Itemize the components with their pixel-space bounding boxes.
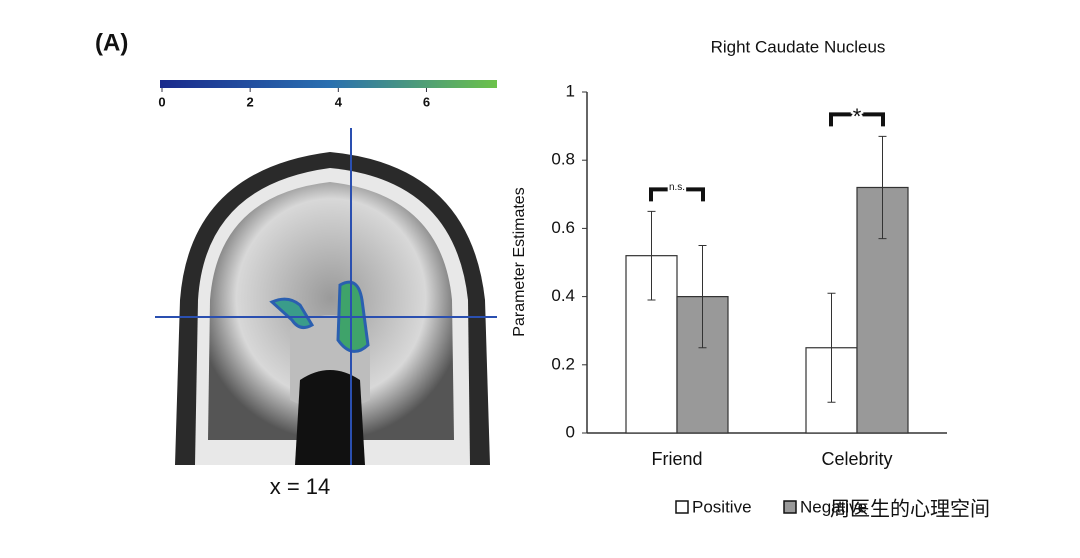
error-bar <box>878 135 887 240</box>
significance-bracket <box>829 112 885 127</box>
colorbar-tick-label: 4 <box>335 94 343 109</box>
y-axis-label: Parameter Estimates <box>511 187 528 336</box>
y-tick-label: 1 <box>566 81 575 100</box>
y-tick-label: 0.8 <box>551 150 575 169</box>
significance-label: n.s. <box>669 182 685 193</box>
significance-bracket <box>649 187 705 202</box>
brain-caption: x = 14 <box>270 474 331 499</box>
error-bar <box>827 292 836 403</box>
colorbar-tick-label: 0 <box>158 94 165 109</box>
legend-swatch <box>675 500 689 514</box>
significance-label: * <box>853 104 862 129</box>
chart-title: Right Caudate Nucleus <box>711 37 886 56</box>
watermark: 周医生的心理空间 <box>830 497 990 521</box>
legend-label: Negative <box>800 497 867 516</box>
brain-image <box>155 128 497 465</box>
error-bar <box>647 210 656 301</box>
legend-swatch <box>783 500 797 514</box>
y-tick-label: 0 <box>566 422 575 441</box>
x-tick-label: Celebrity <box>821 449 892 469</box>
y-tick-label: 0.2 <box>551 354 575 373</box>
colorbar-tick-label: 2 <box>247 94 254 109</box>
x-tick-label: Friend <box>651 449 702 469</box>
colorbar-tick-label: 6 <box>423 94 430 109</box>
error-bar <box>698 244 707 349</box>
y-tick-label: 0.6 <box>551 218 575 237</box>
legend-label: Positive <box>692 497 752 516</box>
colorbar <box>160 80 497 88</box>
y-tick-label: 0.4 <box>551 286 575 305</box>
panel-label: (A) <box>95 29 128 56</box>
